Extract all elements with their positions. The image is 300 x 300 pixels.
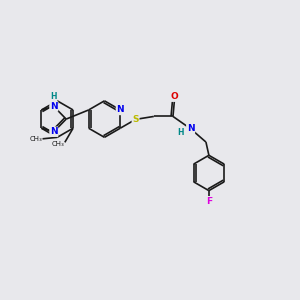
Text: H: H bbox=[178, 128, 184, 137]
Text: H: H bbox=[50, 92, 56, 101]
Text: CH₃: CH₃ bbox=[52, 141, 65, 147]
Text: N: N bbox=[116, 106, 124, 115]
Text: N: N bbox=[187, 124, 194, 133]
Text: N: N bbox=[50, 127, 58, 136]
Text: S: S bbox=[132, 115, 139, 124]
Text: CH₃: CH₃ bbox=[30, 136, 42, 142]
Text: N: N bbox=[50, 102, 58, 111]
Text: O: O bbox=[171, 92, 178, 101]
Text: F: F bbox=[206, 197, 212, 206]
